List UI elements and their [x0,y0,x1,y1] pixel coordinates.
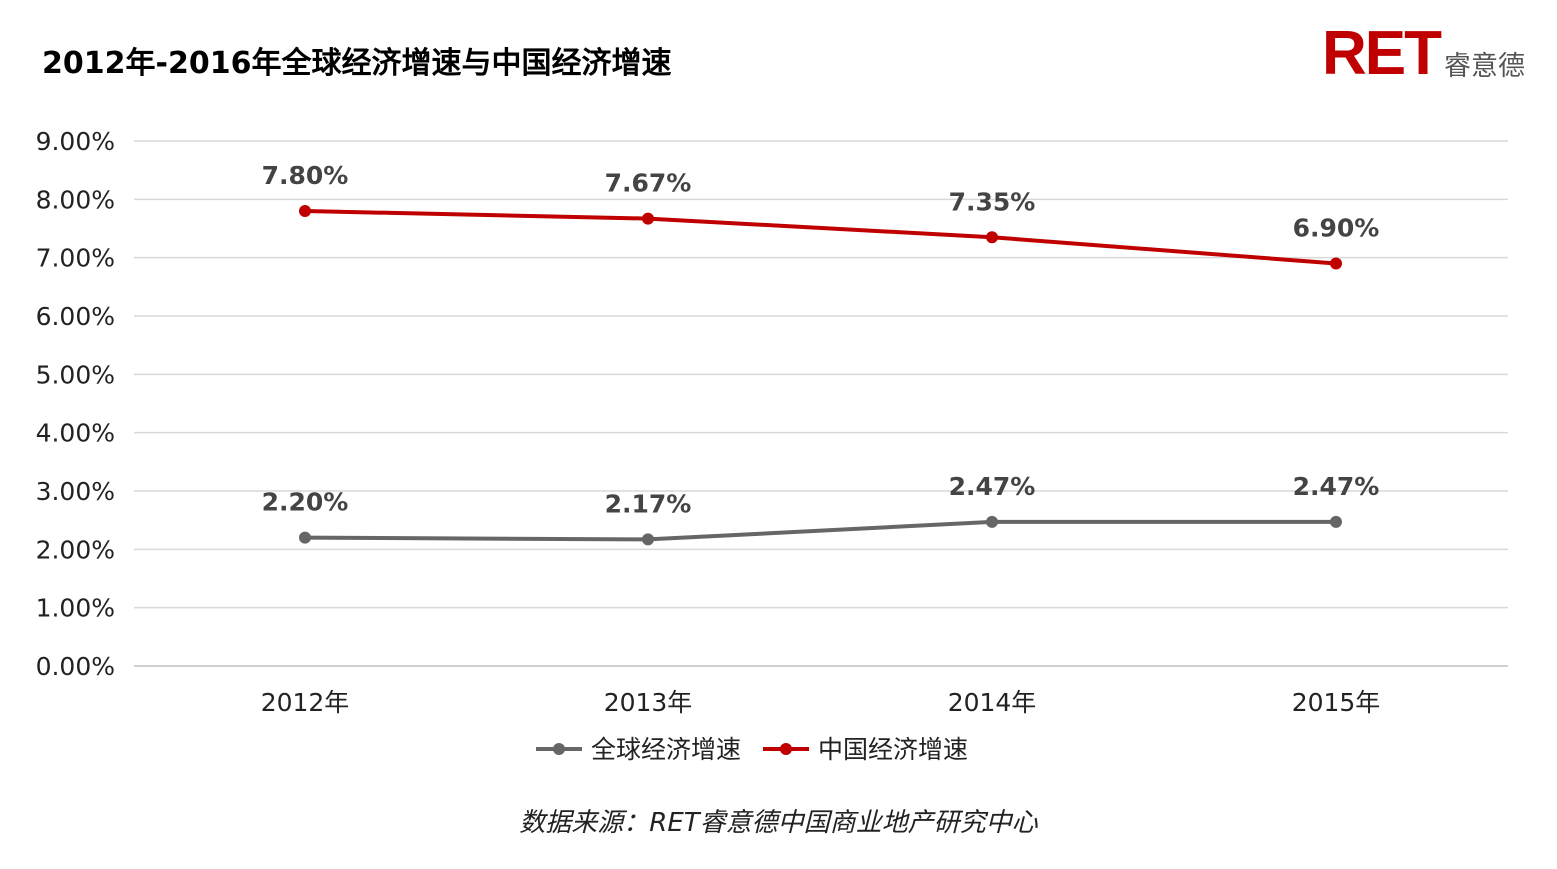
data-point [986,231,998,244]
data-label: 7.35% [949,187,1036,216]
data-point [986,515,998,528]
legend-item: 中国经济增速 [763,735,968,764]
logo-chinese-name: 睿意德 [1444,51,1525,82]
series-line [303,519,1338,542]
x-tick-label: 2013年 [604,688,693,717]
brand-logo: RET 睿意德 [1322,19,1525,88]
data-point [299,205,311,217]
data-label: 7.67% [605,169,692,198]
legend: 全球经济增速 中国经济增速 [536,735,968,764]
legend-marker-icon [780,743,792,755]
data-source-note: 数据来源：RET睿意德中国商业地产研究中心 [519,808,1038,838]
series-group: 2.20% 2.17% 2.47% 2.47% 7.80% 7.67% 7.35% 6.90% [262,161,1380,546]
legend-item: 全球经济增速 [536,735,741,764]
data-label: 2.20% [262,488,349,517]
legend-label: 中国经济增速 [818,735,968,764]
y-tick-label: 1.00% [36,594,115,623]
data-point [642,212,654,225]
x-tick-label: 2014年 [948,688,1037,717]
data-point [642,533,654,546]
x-tick-label: 2012年 [261,688,350,717]
data-label: 2.47% [1293,472,1380,501]
data-point [1330,515,1342,528]
y-tick-label: 5.00% [36,360,115,389]
data-label: 2.17% [605,489,692,518]
y-tick-label: 9.00% [36,127,115,156]
chart-title: 2012年-2016年全球经济增速与中国经济增速 [42,46,672,81]
x-tick-label: 2015年 [1292,688,1381,717]
data-label: 6.90% [1293,214,1380,243]
legend-label: 全球经济增速 [591,735,741,764]
x-axis-ticks: 2012年 2013年 2014年 2015年 [261,688,1381,717]
series-global: 2.20% 2.17% 2.47% 2.47% [262,472,1380,546]
logo-wordmark: RET [1322,19,1442,88]
series-line [303,209,1338,266]
data-label: 2.47% [949,472,1036,501]
legend-marker-icon [553,743,565,755]
y-tick-label: 2.00% [36,535,115,564]
y-tick-label: 0.00% [36,652,115,681]
y-tick-label: 7.00% [36,244,115,273]
series-china: 7.80% 7.67% 7.35% 6.90% [262,161,1380,270]
y-tick-label: 8.00% [36,185,115,214]
y-tick-label: 3.00% [36,477,115,506]
y-tick-label: 4.00% [36,419,115,448]
y-axis-ticks: 0.00% 1.00% 2.00% 3.00% 4.00% 5.00% 6.00% 7.00%… [36,127,115,681]
data-point [299,531,311,544]
y-tick-label: 6.00% [36,302,115,331]
data-label: 7.80% [262,161,349,190]
gridlines [134,140,1508,667]
data-point [1330,257,1342,270]
